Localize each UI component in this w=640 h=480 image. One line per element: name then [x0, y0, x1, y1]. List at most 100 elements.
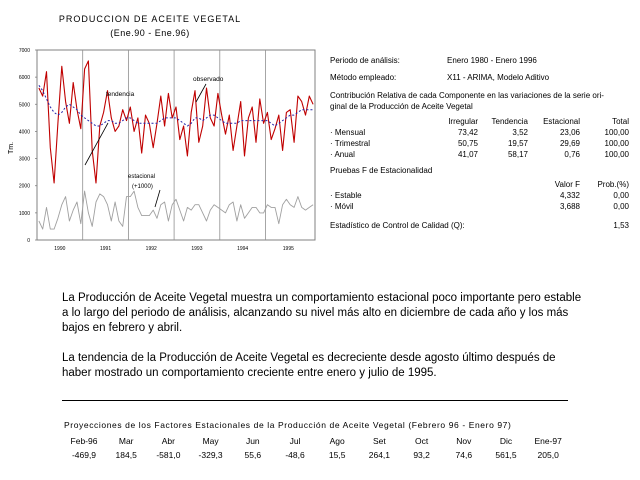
table-cell: 100,00 [604, 127, 629, 137]
table-cell: 41,07 [457, 149, 478, 159]
y-tick-label: 1000 [19, 211, 30, 217]
q-statistic-value: 1,53 [613, 220, 629, 230]
f-test-table: Valor F Prob.(%) · Estable 4,332 0,00 · … [330, 179, 629, 212]
x-tick-label: 1992 [146, 246, 157, 252]
trend-paragraph: La tendencia de la Producción de Aceite … [62, 352, 556, 379]
x-tick-label: 1995 [283, 246, 294, 252]
projection-value: 55,6 [244, 450, 262, 460]
table-cell: 58,17 [507, 149, 528, 159]
y-tick-label: 2000 [19, 184, 30, 190]
seasonal-annotation-scale: (+1000) [132, 184, 153, 190]
table-cell: 3,52 [512, 127, 528, 137]
table-cell: 100,00 [604, 149, 629, 159]
period-value: Enero 1980 - Enero 1996 [447, 56, 537, 65]
table-cell: 19,57 [507, 138, 528, 148]
projection-value: 205,0 [537, 450, 559, 460]
method-label: Método empleado: [330, 73, 397, 82]
projection-value: 93,2 [413, 450, 430, 460]
analysis-panel: Periodo de análisis: Enero 1980 - Enero … [330, 56, 630, 231]
seasonal-annotation-pointer [154, 189, 161, 208]
table-header-row: Valor F Prob.(%) [330, 179, 629, 190]
column-header: Estacional [543, 116, 580, 126]
projection-month: Jun [245, 436, 260, 446]
q-statistic-label: Estadístico de Control de Calidad (Q): [330, 220, 465, 230]
projection-month: May [202, 436, 219, 446]
x-tick-label: 1994 [237, 246, 248, 252]
method-value: X11 - ARIMA, Modelo Aditivo [447, 73, 550, 82]
table-cell: 73,42 [457, 127, 478, 137]
table-row: · Móvil 3,688 0,00 [330, 201, 629, 212]
x-tick-label: 1991 [100, 246, 111, 252]
row-label: · Anual [330, 149, 355, 159]
projection-value: -581,0 [156, 450, 181, 460]
table-row: · Trimestral 50,75 19,57 29,69 100,00 [330, 138, 629, 149]
y-axis-label: Tm. [8, 142, 15, 154]
column-header: Irregular [448, 116, 478, 126]
projection-value: 15,5 [328, 450, 346, 460]
projection-value: -329,3 [198, 450, 223, 460]
row-label: · Trimestral [330, 138, 370, 148]
table-header-row: Irregular Tendencia Estacional Total [330, 116, 629, 127]
projection-month: Feb-96 [70, 436, 98, 446]
chart-subtitle: (Ene.90 - Ene.96) [110, 28, 190, 38]
f-test-title: Pruebas F de Estacionalidad [330, 166, 433, 175]
observed-annotation: observado [193, 76, 224, 83]
projection-month: Ene-97 [534, 436, 562, 446]
table-row: · Anual 41,07 58,17 0,76 100,00 [330, 149, 629, 160]
table-cell: 0,00 [613, 190, 629, 200]
y-tick-label: 4000 [19, 129, 30, 135]
projection-month: Nov [456, 436, 472, 446]
table-cell: 3,688 [559, 201, 580, 211]
x-tick-label: 1990 [54, 246, 65, 252]
projection-month: Mar [118, 436, 134, 446]
y-tick-label: 6000 [19, 75, 30, 81]
observed-annotation-pointer [195, 83, 207, 103]
column-header: Total [612, 116, 629, 126]
projection-value: -48,6 [285, 450, 305, 460]
y-tick-label: 0 [27, 238, 30, 244]
table-cell: 100,00 [604, 138, 629, 148]
column-header: Prob.(%) [597, 179, 629, 189]
table-cell: 0,00 [613, 201, 629, 211]
contribution-line: Contribución Relativa de cada Componente… [330, 91, 604, 100]
trend-annotation-pointer [84, 122, 109, 166]
period-label: Periodo de análisis: [330, 56, 400, 65]
row-label: · Estable [330, 190, 362, 200]
projection-month: Jul [289, 436, 301, 446]
production-chart: Tm. 0 1000 2000 3000 4000 5000 6000 7000 1990 19… [8, 48, 316, 252]
projection-value: 561,5 [495, 450, 517, 460]
y-tick-label: 3000 [19, 157, 30, 163]
contribution-table: Irregular Tendencia Estacional Total · M… [330, 116, 629, 160]
chart-title: PRODUCCION DE ACEITE VEGETAL [58, 14, 242, 24]
seasonal-annotation: estacional [128, 174, 155, 180]
projection-month: Oct [414, 436, 429, 446]
table-cell: 4,332 [559, 190, 580, 200]
projection-value: 264,1 [368, 450, 391, 460]
series-observado-line [38, 60, 314, 184]
projections-title: Proyecciones de los Factores Estacionale… [64, 420, 512, 430]
projection-month: Dic [499, 436, 513, 446]
x-tick-label: 1993 [191, 246, 202, 252]
table-cell: 50,75 [457, 138, 478, 148]
projection-month: Set [373, 436, 386, 446]
projection-month: Ago [329, 436, 345, 446]
series-estacional-line [38, 190, 314, 230]
contribution-line: ginal de la Producción de Aceite Vegetal [330, 102, 473, 111]
column-header: Valor F [554, 179, 580, 189]
table-cell: 0,76 [564, 149, 580, 159]
table-row: · Mensual 73,42 3,52 23,06 100,00 [330, 127, 629, 138]
quality-control-row: Estadístico de Control de Calidad (Q): 1… [330, 220, 629, 231]
row-label: · Mensual [330, 127, 366, 137]
projection-value: 184,5 [115, 450, 137, 460]
projection-value: 74,6 [455, 450, 473, 460]
y-tick-label: 5000 [19, 102, 30, 108]
contribution-description: Contribución Relativa de cada Componente… [330, 90, 630, 116]
table-row: · Estable 4,332 0,00 [330, 190, 629, 201]
seasonality-paragraph: La Producción de Aceite Vegetal muestra … [62, 292, 582, 334]
table-cell: 23,06 [559, 127, 580, 137]
trend-annotation: tendencia [106, 91, 135, 98]
projection-value: -469,9 [71, 450, 97, 460]
section-divider [62, 400, 568, 401]
projection-month: Abr [161, 436, 175, 446]
series-tendencia-line [38, 85, 314, 127]
